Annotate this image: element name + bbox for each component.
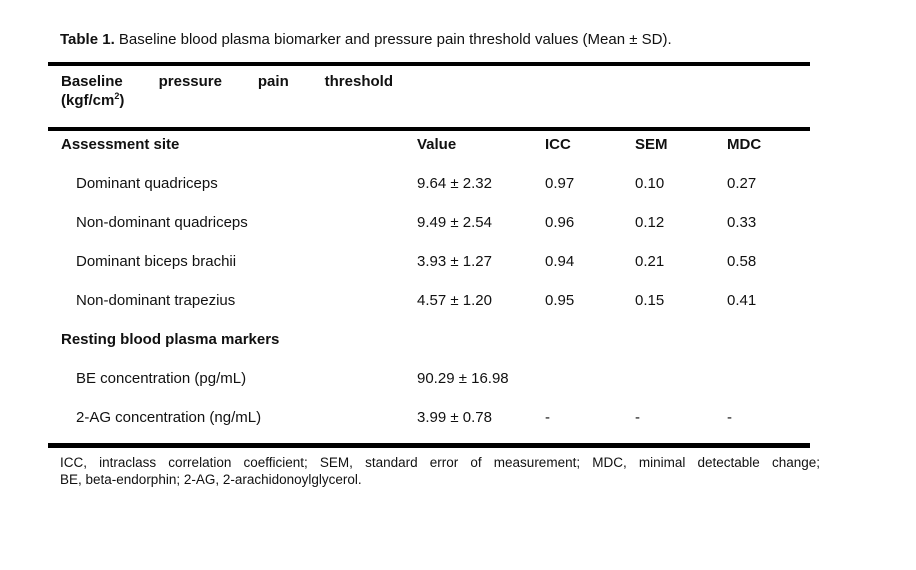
column-header-row: Assessment site Value ICC SEM MDC [48,131,810,170]
cell-value: 9.64 ± 2.32 [417,175,492,192]
cell-sem: 0.12 [635,214,665,231]
group-header-word: pain [257,73,289,90]
cell-sem: 0.10 [635,175,665,192]
table-row: Non-dominant trapezius 4.57 ± 1.20 0.95 … [48,287,810,326]
cell-mdc: 0.58 [727,253,757,270]
cell-mdc: 0.27 [727,175,757,192]
table-footnote: ICC, intraclass correlation coefficient;… [60,454,820,488]
table-row: 2-AG concentration (ng/mL) 3.99 ± 0.78 -… [48,404,810,443]
cell-value: 90.29 ± 16.98 [417,370,509,387]
footnote-line-2: BE, beta-endorphin; 2-AG, 2-arachidonoyl… [60,472,362,487]
cell-sem: 0.15 [635,292,665,309]
group-header-unit: (kgf/cm2) [61,91,810,110]
column-header-sem: SEM [635,136,668,153]
cell-site: 2-AG concentration (ng/mL) [76,409,262,426]
section-header-label: Resting blood plasma markers [61,331,280,348]
cell-value: 3.93 ± 1.27 [417,253,492,270]
table-caption-label: Table 1. [60,31,115,48]
footnote-line-1: ICC, intraclass correlation coefficient;… [60,455,820,470]
cell-icc: 0.94 [545,253,575,270]
cell-mdc: - [727,409,732,426]
table-top-rule [48,62,810,66]
group-header: Baseline pressure pain threshold (kgf/cm… [48,66,810,127]
cell-value: 4.57 ± 1.20 [417,292,492,309]
group-header-word: Baseline [61,73,123,90]
cell-value: 9.49 ± 2.54 [417,214,492,231]
table-row: Dominant quadriceps 9.64 ± 2.32 0.97 0.1… [48,170,810,209]
cell-site: BE concentration (pg/mL) [76,370,247,387]
cell-icc: 0.97 [545,175,575,192]
column-header-value: Value [417,136,457,153]
group-header-word: threshold [324,73,393,90]
table-caption: Table 1. Baseline blood plasma biomarker… [60,31,672,48]
unit-suffix: ) [119,92,125,109]
cell-mdc: 0.33 [727,214,757,231]
column-header-icc: ICC [545,136,571,153]
cell-site: Non-dominant trapezius [76,292,236,309]
cell-site: Dominant biceps brachii [76,253,237,270]
group-header-word: pressure [158,73,222,90]
cell-value: 3.99 ± 0.78 [417,409,492,426]
cell-icc: - [545,409,550,426]
cell-icc: 0.96 [545,214,575,231]
unit-superscript: 2 [114,91,120,101]
table-bottom-rule [48,443,810,448]
column-header-site: Assessment site [61,136,180,153]
table-row: BE concentration (pg/mL) 90.29 ± 16.98 [48,365,810,404]
table-row: Non-dominant quadriceps 9.49 ± 2.54 0.96… [48,209,810,248]
cell-site: Dominant quadriceps [76,175,218,192]
data-table: Baseline pressure pain threshold (kgf/cm… [48,62,810,448]
table-row: Dominant biceps brachii 3.93 ± 1.27 0.94… [48,248,810,287]
section-header-row: Resting blood plasma markers [48,326,810,365]
table-header-rule [48,127,810,131]
cell-sem: 0.21 [635,253,665,270]
cell-icc: 0.95 [545,292,575,309]
table-caption-text: Baseline blood plasma biomarker and pres… [118,31,672,48]
group-header-title: Baseline pressure pain threshold [61,72,393,91]
cell-mdc: 0.41 [727,292,757,309]
unit-prefix: (kgf/cm [61,92,115,109]
cell-site: Non-dominant quadriceps [76,214,248,231]
cell-sem: - [635,409,640,426]
column-header-mdc: MDC [727,136,762,153]
